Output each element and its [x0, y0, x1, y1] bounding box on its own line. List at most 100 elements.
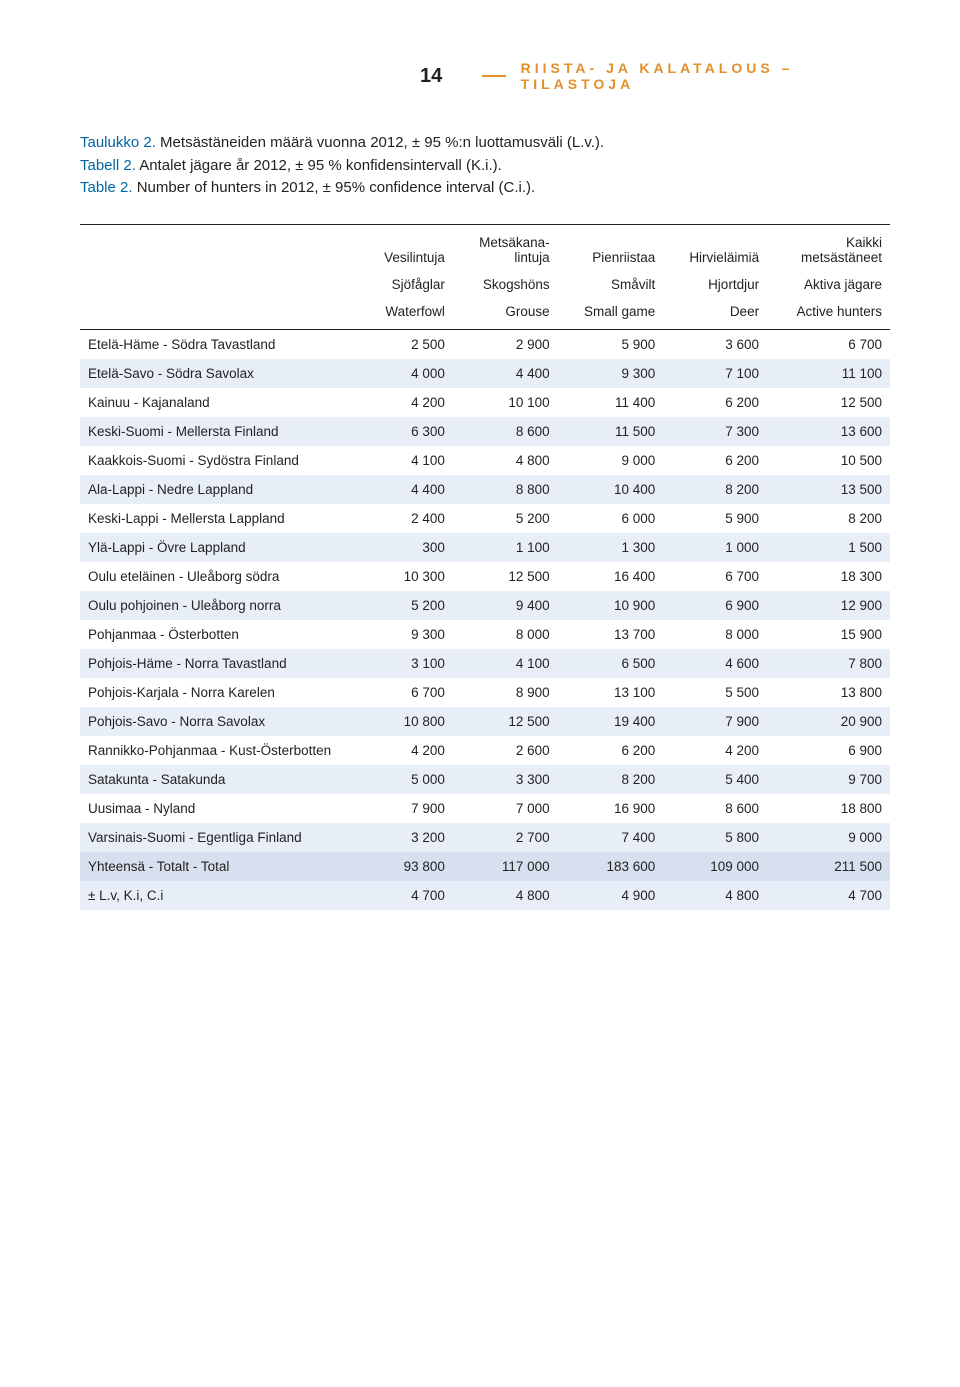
table-cell: 4 400 — [453, 359, 558, 388]
table-row: Pohjanmaa - Österbotten9 3008 00013 7008… — [80, 620, 890, 649]
table-cell: 11 500 — [558, 417, 664, 446]
table-cell: Pohjois-Häme - Norra Tavastland — [80, 649, 360, 678]
table-cell: 4 700 — [360, 881, 453, 910]
table-row: Pohjois-Häme - Norra Tavastland3 1004 10… — [80, 649, 890, 678]
header-cell: Small game — [558, 298, 664, 330]
table-cell: 1 000 — [663, 533, 767, 562]
table-cell: 4 900 — [558, 881, 664, 910]
table-cell: 6 700 — [360, 678, 453, 707]
table-cell: 6 500 — [558, 649, 664, 678]
table-cell: 19 400 — [558, 707, 664, 736]
table-cell: 4 100 — [453, 649, 558, 678]
table-cell: 183 600 — [558, 852, 664, 881]
table-cell: 2 500 — [360, 329, 453, 359]
table-cell: Uusimaa - Nyland — [80, 794, 360, 823]
header-rule — [482, 75, 505, 77]
table-cell: 9 400 — [453, 591, 558, 620]
table-row: Pohjois-Savo - Norra Savolax10 80012 500… — [80, 707, 890, 736]
header-cell: Skogshöns — [453, 271, 558, 298]
table-row: Keski-Suomi - Mellersta Finland6 3008 60… — [80, 417, 890, 446]
table-cell: 6 200 — [558, 736, 664, 765]
table-cell: 300 — [360, 533, 453, 562]
table-cell: 3 100 — [360, 649, 453, 678]
table-cell: 8 200 — [558, 765, 664, 794]
table-cell: 13 700 — [558, 620, 664, 649]
header-cell: Active hunters — [767, 298, 890, 330]
table-cell: 6 700 — [663, 562, 767, 591]
table-cell: 7 900 — [360, 794, 453, 823]
table-cell: 16 400 — [558, 562, 664, 591]
table-cell: 9 700 — [767, 765, 890, 794]
header-cell: Aktiva jägare — [767, 271, 890, 298]
table-cell: Satakunta - Satakunda — [80, 765, 360, 794]
table-cell: 9 000 — [767, 823, 890, 852]
caption-rest-fi: Metsästäneiden määrä vuonna 2012, ± 95 %… — [156, 134, 604, 151]
table-cell: 4 800 — [453, 881, 558, 910]
table-cell: 1 500 — [767, 533, 890, 562]
table-cell: 4 100 — [360, 446, 453, 475]
table-row: Pohjois-Karjala - Norra Karelen6 7008 90… — [80, 678, 890, 707]
table-row: Uusimaa - Nyland7 9007 00016 9008 60018 … — [80, 794, 890, 823]
table-cell: 4 000 — [360, 359, 453, 388]
table-cell: Keski-Suomi - Mellersta Finland — [80, 417, 360, 446]
table-cell: 7 000 — [453, 794, 558, 823]
page: 14 RIISTA- JA KALATALOUS – TILASTOJA Tau… — [0, 0, 960, 970]
table-cell: 8 600 — [453, 417, 558, 446]
table-cell: 10 900 — [558, 591, 664, 620]
table-row: ± L.v, K.i, C.i4 7004 8004 9004 8004 700 — [80, 881, 890, 910]
table-row: Ala-Lappi - Nedre Lappland4 4008 80010 4… — [80, 475, 890, 504]
table-cell: 4 400 — [360, 475, 453, 504]
table-row: Ylä-Lappi - Övre Lappland3001 1001 3001 … — [80, 533, 890, 562]
table-cell: 18 800 — [767, 794, 890, 823]
table-cell: 4 200 — [663, 736, 767, 765]
header-row-en: WaterfowlGrouseSmall gameDeerActive hunt… — [80, 298, 890, 330]
table-row: Oulu pohjoinen - Uleåborg norra5 2009 40… — [80, 591, 890, 620]
table-cell: 4 800 — [453, 446, 558, 475]
header-row-fi: VesilintujaMetsäkana-lintujaPienriistaaH… — [80, 224, 890, 271]
table-cell: 3 300 — [453, 765, 558, 794]
table-cell: 13 500 — [767, 475, 890, 504]
table-cell: 5 900 — [558, 329, 664, 359]
table-cell: 5 200 — [360, 591, 453, 620]
header-cell: Kaikkimetsästäneet — [767, 224, 890, 271]
table-cell: 9 000 — [558, 446, 664, 475]
table-cell: 5 800 — [663, 823, 767, 852]
table-cell: 4 700 — [767, 881, 890, 910]
table-cell: Kainuu - Kajanaland — [80, 388, 360, 417]
header-cell: Metsäkana-lintuja — [453, 224, 558, 271]
table-row: Kainuu - Kajanaland4 20010 10011 4006 20… — [80, 388, 890, 417]
table-cell: 1 300 — [558, 533, 664, 562]
table-cell: 8 800 — [453, 475, 558, 504]
table-cell: 6 900 — [767, 736, 890, 765]
table-cell: 8 200 — [767, 504, 890, 533]
table-cell: 10 400 — [558, 475, 664, 504]
table-cell: ± L.v, K.i, C.i — [80, 881, 360, 910]
table-cell: 18 300 — [767, 562, 890, 591]
table-cell: Rannikko-Pohjanmaa - Kust-Österbotten — [80, 736, 360, 765]
table-row: Yhteensä - Totalt - Total93 800117 00018… — [80, 852, 890, 881]
table-cell: 15 900 — [767, 620, 890, 649]
header-cell: Småvilt — [558, 271, 664, 298]
table-cell: 6 300 — [360, 417, 453, 446]
table-head: VesilintujaMetsäkana-lintujaPienriistaaH… — [80, 224, 890, 329]
running-head-bar: 14 RIISTA- JA KALATALOUS – TILASTOJA — [80, 60, 890, 92]
page-number: 14 — [420, 65, 442, 88]
table-cell: 7 300 — [663, 417, 767, 446]
table-cell: 7 400 — [558, 823, 664, 852]
table-cell: 117 000 — [453, 852, 558, 881]
table-cell: 4 200 — [360, 388, 453, 417]
table-cell: 2 600 — [453, 736, 558, 765]
table-cell: 4 200 — [360, 736, 453, 765]
header-cell — [80, 271, 360, 298]
table-cell: Ala-Lappi - Nedre Lappland — [80, 475, 360, 504]
table-cell: Oulu eteläinen - Uleåborg södra — [80, 562, 360, 591]
running-head: RIISTA- JA KALATALOUS – TILASTOJA — [521, 60, 890, 92]
header-row-sv: SjöfåglarSkogshönsSmåviltHjortdjurAktiva… — [80, 271, 890, 298]
table-cell: 10 100 — [453, 388, 558, 417]
table-cell: 211 500 — [767, 852, 890, 881]
table-cell: 9 300 — [558, 359, 664, 388]
table-cell: Etelä-Häme - Södra Tavastland — [80, 329, 360, 359]
table-row: Etelä-Savo - Södra Savolax4 0004 4009 30… — [80, 359, 890, 388]
table-cell: 7 900 — [663, 707, 767, 736]
caption-lead-sv: Tabell 2. — [80, 157, 136, 174]
